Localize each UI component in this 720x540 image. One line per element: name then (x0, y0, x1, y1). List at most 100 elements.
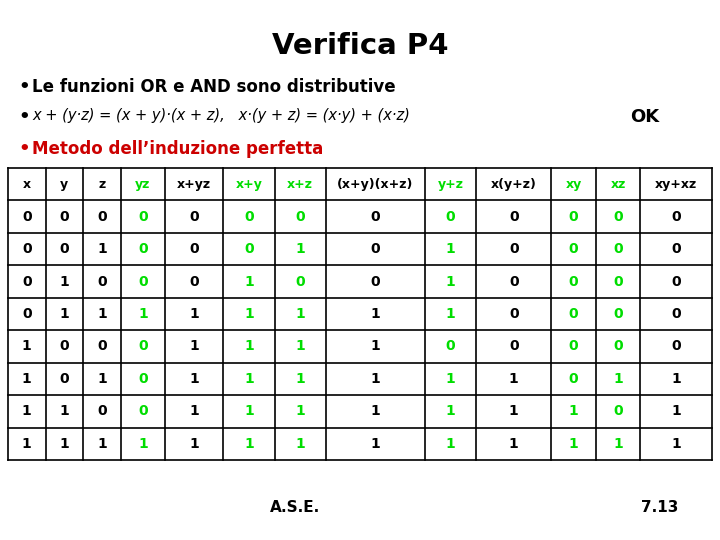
Text: 1: 1 (446, 242, 456, 256)
Text: 0: 0 (613, 210, 623, 224)
Text: 0: 0 (295, 210, 305, 224)
Text: 0: 0 (97, 340, 107, 354)
Text: 1: 1 (509, 437, 518, 451)
Text: 0: 0 (371, 210, 380, 224)
Text: 0: 0 (671, 307, 681, 321)
Text: 0: 0 (97, 210, 107, 224)
Text: 1: 1 (295, 242, 305, 256)
Text: 1: 1 (613, 372, 623, 386)
Text: 1: 1 (97, 307, 107, 321)
Text: x+yz: x+yz (177, 178, 211, 191)
Text: (x+y)(x+z): (x+y)(x+z) (337, 178, 413, 191)
Text: 1: 1 (138, 437, 148, 451)
Text: 1: 1 (244, 307, 254, 321)
Text: 1: 1 (22, 340, 32, 354)
Text: 1: 1 (569, 404, 578, 418)
Text: 0: 0 (22, 210, 32, 224)
Text: x(y+z): x(y+z) (491, 178, 536, 191)
Text: 0: 0 (138, 372, 148, 386)
Text: 1: 1 (60, 274, 69, 288)
Text: 0: 0 (671, 242, 681, 256)
Text: 1: 1 (446, 307, 456, 321)
Text: 0: 0 (138, 274, 148, 288)
Text: 0: 0 (613, 404, 623, 418)
Text: 0: 0 (509, 210, 518, 224)
Text: 1: 1 (97, 437, 107, 451)
Text: 1: 1 (671, 404, 681, 418)
Text: 0: 0 (138, 242, 148, 256)
Text: 0: 0 (138, 210, 148, 224)
Text: xz: xz (611, 178, 626, 191)
Text: 0: 0 (446, 340, 455, 354)
Text: 0: 0 (509, 274, 518, 288)
Text: 0: 0 (189, 242, 199, 256)
Text: 1: 1 (371, 404, 380, 418)
Text: 1: 1 (671, 437, 681, 451)
Text: 0: 0 (22, 307, 32, 321)
Text: 0: 0 (97, 274, 107, 288)
Text: 0: 0 (22, 242, 32, 256)
Text: 0: 0 (613, 242, 623, 256)
Text: x: x (23, 178, 31, 191)
Text: 0: 0 (671, 274, 681, 288)
Text: 1: 1 (22, 404, 32, 418)
Text: 0: 0 (613, 307, 623, 321)
Text: 1: 1 (60, 307, 69, 321)
Text: •: • (18, 140, 30, 158)
Text: 1: 1 (446, 437, 456, 451)
Text: 1: 1 (244, 437, 254, 451)
Text: 1: 1 (22, 437, 32, 451)
Text: Metodo dell’induzione perfetta: Metodo dell’induzione perfetta (32, 140, 323, 158)
Text: 0: 0 (60, 340, 69, 354)
Text: 1: 1 (189, 307, 199, 321)
Text: Le funzioni OR e AND sono distributive: Le funzioni OR e AND sono distributive (32, 78, 395, 96)
Text: 1: 1 (244, 340, 254, 354)
Text: A.S.E.: A.S.E. (270, 501, 320, 516)
Text: 0: 0 (138, 340, 148, 354)
Text: 1: 1 (97, 242, 107, 256)
Text: 7.13: 7.13 (642, 501, 679, 516)
Text: 1: 1 (295, 404, 305, 418)
Text: 1: 1 (295, 340, 305, 354)
Text: 1: 1 (446, 404, 456, 418)
Text: 1: 1 (60, 404, 69, 418)
Text: 0: 0 (97, 404, 107, 418)
Text: 1: 1 (446, 372, 456, 386)
Text: 1: 1 (371, 437, 380, 451)
Text: 0: 0 (295, 274, 305, 288)
Text: 0: 0 (371, 242, 380, 256)
Text: 0: 0 (671, 210, 681, 224)
Text: 1: 1 (295, 307, 305, 321)
Text: 0: 0 (613, 340, 623, 354)
Text: 0: 0 (244, 242, 253, 256)
Text: 0: 0 (569, 340, 578, 354)
Text: 0: 0 (371, 274, 380, 288)
Text: 1: 1 (60, 437, 69, 451)
Text: 1: 1 (295, 372, 305, 386)
Text: 0: 0 (509, 307, 518, 321)
Text: 0: 0 (22, 274, 32, 288)
Text: 0: 0 (446, 210, 455, 224)
Text: y+z: y+z (438, 178, 464, 191)
Text: 1: 1 (671, 372, 681, 386)
Text: Verifica P4: Verifica P4 (271, 32, 449, 60)
Text: •: • (18, 108, 30, 126)
Text: 0: 0 (138, 404, 148, 418)
Text: 1: 1 (189, 372, 199, 386)
Text: 0: 0 (60, 210, 69, 224)
Text: 1: 1 (244, 372, 254, 386)
Text: 0: 0 (671, 340, 681, 354)
Text: 0: 0 (60, 372, 69, 386)
Text: 0: 0 (244, 210, 253, 224)
Text: 0: 0 (569, 210, 578, 224)
Text: 1: 1 (509, 404, 518, 418)
Text: 1: 1 (613, 437, 623, 451)
Text: 0: 0 (189, 274, 199, 288)
Text: 1: 1 (569, 437, 578, 451)
Text: 1: 1 (244, 274, 254, 288)
Text: 0: 0 (569, 372, 578, 386)
Text: 1: 1 (295, 437, 305, 451)
Text: 1: 1 (189, 340, 199, 354)
Text: x+z: x+z (287, 178, 313, 191)
Text: 0: 0 (569, 242, 578, 256)
